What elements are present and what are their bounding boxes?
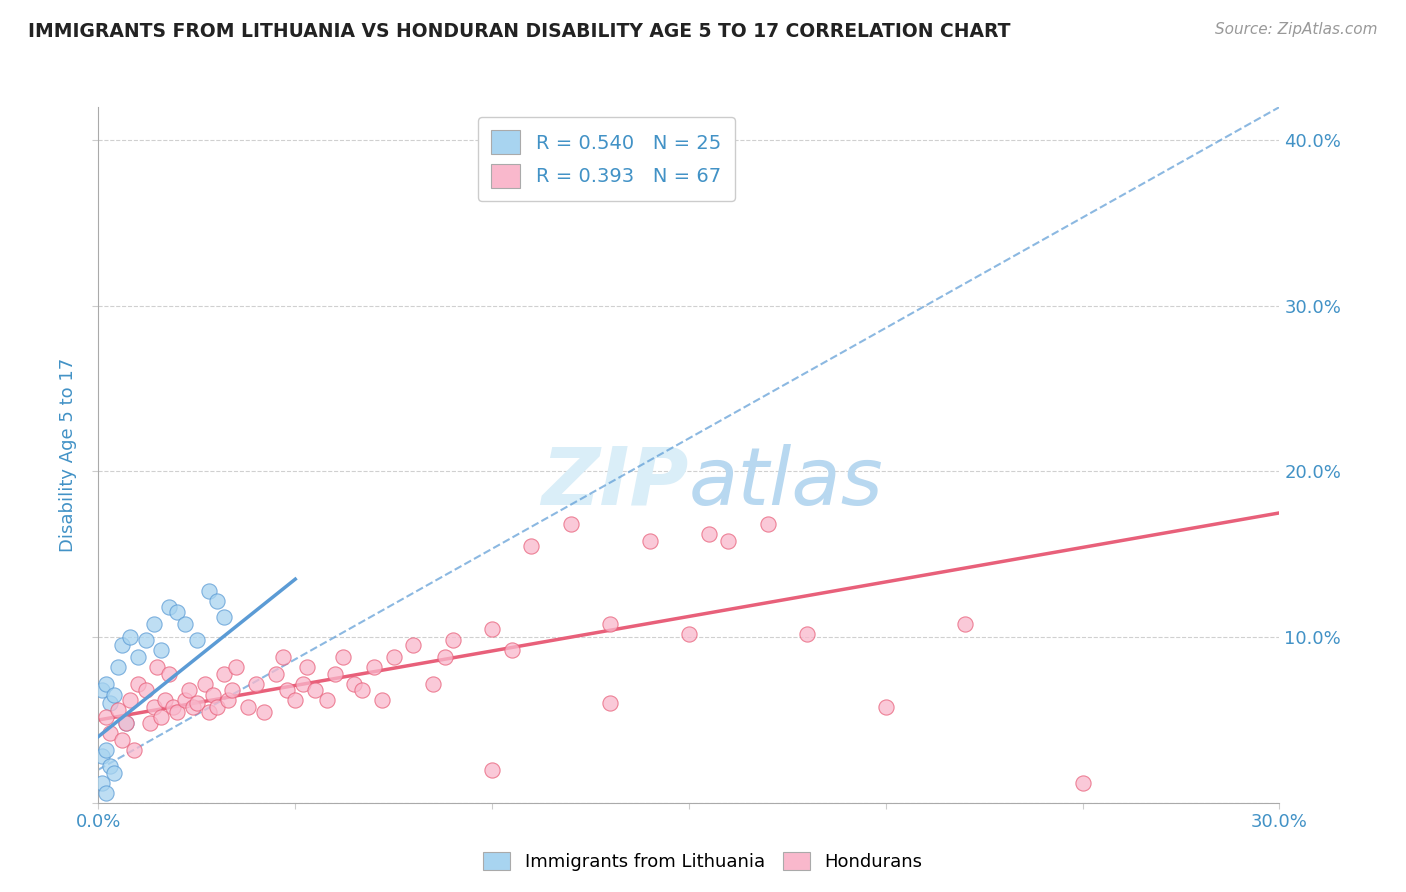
Point (599, 697, 621, 711)
Point (135, 633, 157, 648)
Point (107, 660, 129, 674)
Point (103, 688, 125, 702)
Point (91, 749, 114, 764)
Point (276, 683, 298, 698)
Point (1071, 776, 1094, 790)
Point (295, 660, 318, 674)
Point (214, 610, 236, 624)
Point (127, 650, 149, 665)
Point (91, 683, 114, 698)
Point (150, 709, 173, 723)
Point (953, 616, 976, 631)
Point (166, 605, 188, 619)
Point (107, 703, 129, 717)
Point (697, 527, 720, 541)
Point (118, 693, 141, 707)
Text: IMMIGRANTS FROM LITHUANIA VS HONDURAN DISABILITY AGE 5 TO 17 CORRELATION CHART: IMMIGRANTS FROM LITHUANIA VS HONDURAN DI… (28, 22, 1011, 41)
Point (560, 517, 582, 532)
Point (122, 743, 145, 757)
Point (264, 666, 287, 681)
Point (186, 697, 208, 711)
Point (214, 666, 236, 681)
Point (343, 676, 366, 690)
Point (157, 666, 180, 681)
Point (205, 593, 228, 607)
Text: Source: ZipAtlas.com: Source: ZipAtlas.com (1215, 22, 1378, 37)
Point (236, 699, 259, 714)
Point (96, 709, 118, 723)
Point (118, 630, 141, 644)
Point (142, 699, 165, 714)
Point (181, 699, 204, 714)
Point (284, 693, 307, 707)
Point (146, 660, 169, 674)
Point (638, 534, 661, 549)
Point (796, 627, 818, 641)
Point (501, 643, 523, 657)
Point (142, 616, 165, 631)
Point (382, 650, 405, 665)
Point (150, 643, 173, 657)
Point (98, 759, 121, 773)
Point (422, 676, 444, 690)
Point (174, 693, 197, 707)
Point (138, 716, 160, 731)
Point (96, 786, 118, 800)
Point (205, 699, 228, 714)
Point (402, 639, 425, 653)
Point (201, 688, 224, 702)
Text: ZIP: ZIP (541, 443, 689, 522)
Point (717, 534, 740, 549)
Point (166, 705, 188, 719)
Point (194, 676, 217, 690)
Point (756, 517, 779, 532)
Point (253, 705, 276, 719)
Point (332, 650, 354, 665)
Point (96, 676, 118, 690)
Point (115, 716, 138, 731)
Point (292, 676, 315, 690)
Legend: R = 0.540   N = 25, R = 0.393   N = 67: R = 0.540 N = 25, R = 0.393 N = 67 (478, 117, 735, 202)
Point (111, 732, 134, 747)
Point (273, 650, 295, 665)
Point (245, 676, 267, 690)
Point (111, 639, 134, 653)
Point (371, 693, 394, 707)
Point (103, 766, 125, 780)
Point (115, 716, 138, 731)
Point (323, 666, 346, 681)
Point (352, 683, 374, 698)
Point (481, 763, 503, 777)
Point (315, 693, 337, 707)
Point (155, 693, 177, 707)
Point (221, 683, 243, 698)
Point (174, 616, 197, 631)
Point (433, 650, 456, 665)
Point (875, 699, 897, 714)
Legend: Immigrants from Lithuania, Hondurans: Immigrants from Lithuania, Hondurans (477, 845, 929, 879)
Point (98, 697, 121, 711)
Point (186, 633, 208, 648)
Y-axis label: Disability Age 5 to 17: Disability Age 5 to 17 (59, 358, 77, 552)
Point (197, 705, 219, 719)
Text: atlas: atlas (689, 443, 884, 522)
Point (157, 600, 180, 615)
Point (599, 616, 621, 631)
Point (363, 660, 385, 674)
Point (162, 699, 184, 714)
Point (520, 539, 543, 553)
Point (225, 660, 247, 674)
Point (135, 683, 157, 698)
Point (98, 726, 121, 740)
Point (678, 627, 700, 641)
Point (127, 676, 149, 690)
Point (481, 622, 503, 636)
Point (177, 683, 200, 698)
Point (197, 583, 219, 598)
Point (217, 693, 239, 707)
Point (441, 633, 464, 648)
Point (91, 776, 114, 790)
Point (96, 743, 118, 757)
Point (304, 683, 326, 698)
